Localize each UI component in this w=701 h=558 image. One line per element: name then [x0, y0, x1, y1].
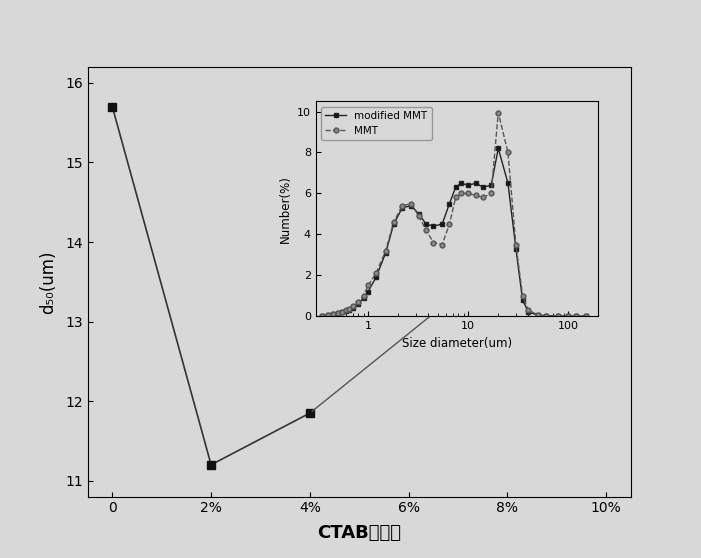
- modified MMT: [554, 312, 563, 319]
- modified MMT: [457, 180, 465, 186]
- modified MMT: [451, 184, 460, 191]
- modified MMT: [390, 221, 398, 228]
- MMT: [512, 241, 520, 248]
- MMT: [494, 109, 503, 116]
- MMT: [457, 190, 465, 197]
- modified MMT: [381, 249, 390, 256]
- MMT: [324, 312, 332, 319]
- MMT: [564, 313, 573, 320]
- modified MMT: [582, 313, 590, 320]
- modified MMT: [422, 221, 430, 228]
- MMT: [341, 307, 350, 314]
- MMT: [360, 292, 368, 299]
- modified MMT: [464, 182, 472, 189]
- modified MMT: [542, 312, 550, 319]
- modified MMT: [360, 295, 368, 301]
- modified MMT: [318, 313, 327, 320]
- MMT: [445, 221, 454, 228]
- MMT: [364, 282, 372, 289]
- modified MMT: [479, 184, 487, 191]
- modified MMT: [534, 312, 543, 319]
- modified MMT: [438, 221, 447, 228]
- modified MMT: [345, 307, 353, 314]
- modified MMT: [372, 274, 380, 281]
- MMT: [348, 302, 357, 309]
- modified MMT: [518, 296, 526, 303]
- MMT: [504, 149, 512, 156]
- modified MMT: [407, 203, 416, 209]
- MMT: [345, 306, 353, 312]
- MMT: [407, 200, 416, 207]
- modified MMT: [494, 145, 503, 152]
- modified MMT: [524, 309, 533, 315]
- modified MMT: [398, 204, 407, 211]
- MMT: [438, 241, 447, 248]
- MMT: [572, 313, 580, 320]
- modified MMT: [364, 288, 372, 295]
- MMT: [372, 270, 380, 277]
- MMT: [390, 219, 398, 225]
- modified MMT: [338, 309, 346, 315]
- modified MMT: [324, 312, 332, 319]
- Y-axis label: d₅₀(um): d₅₀(um): [39, 250, 57, 314]
- MMT: [524, 307, 533, 314]
- modified MMT: [572, 313, 580, 320]
- Line: MMT: MMT: [320, 110, 588, 319]
- MMT: [479, 194, 487, 201]
- MMT: [329, 311, 338, 318]
- MMT: [334, 310, 342, 316]
- modified MMT: [334, 310, 342, 316]
- MMT: [518, 292, 526, 299]
- X-axis label: Size diameter(um): Size diameter(um): [402, 336, 512, 349]
- MMT: [318, 313, 327, 320]
- modified MMT: [564, 313, 573, 320]
- modified MMT: [329, 311, 338, 318]
- MMT: [554, 312, 563, 319]
- MMT: [354, 299, 362, 305]
- modified MMT: [445, 200, 454, 207]
- MMT: [534, 312, 543, 319]
- MMT: [422, 227, 430, 234]
- MMT: [429, 239, 437, 246]
- modified MMT: [512, 246, 520, 252]
- MMT: [582, 313, 590, 320]
- MMT: [451, 194, 460, 201]
- MMT: [464, 190, 472, 197]
- MMT: [398, 203, 407, 209]
- modified MMT: [414, 210, 423, 217]
- MMT: [381, 247, 390, 254]
- MMT: [472, 192, 480, 199]
- MMT: [487, 190, 496, 197]
- MMT: [414, 213, 423, 219]
- modified MMT: [348, 305, 357, 311]
- MMT: [542, 312, 550, 319]
- modified MMT: [429, 223, 437, 229]
- modified MMT: [487, 182, 496, 189]
- Y-axis label: Number(%): Number(%): [278, 175, 292, 243]
- X-axis label: CTAB加入量: CTAB加入量: [318, 524, 401, 542]
- modified MMT: [472, 180, 480, 186]
- Legend: modified MMT, MMT: modified MMT, MMT: [321, 107, 432, 140]
- modified MMT: [504, 180, 512, 186]
- modified MMT: [354, 301, 362, 307]
- MMT: [338, 309, 346, 315]
- Line: modified MMT: modified MMT: [320, 146, 588, 319]
- modified MMT: [341, 307, 350, 314]
